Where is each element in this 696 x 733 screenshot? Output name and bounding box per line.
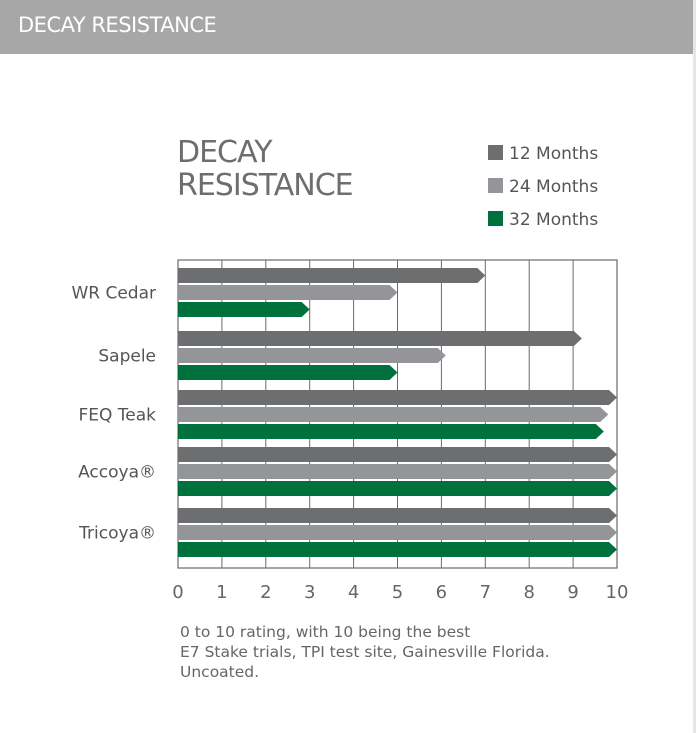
x-tick-label: 6 — [436, 582, 447, 603]
bar — [178, 268, 486, 283]
bar — [178, 331, 582, 346]
bar — [178, 542, 617, 557]
bar — [178, 447, 617, 462]
legend-swatch — [488, 145, 503, 160]
bar — [178, 508, 617, 523]
right-edge-strip — [693, 0, 696, 733]
legend-label: 12 Months — [509, 144, 598, 164]
chart-title-line: DECAY — [177, 135, 273, 170]
bar — [178, 365, 398, 380]
x-tick-label: 10 — [606, 582, 629, 603]
category-label: Sapele — [98, 347, 156, 367]
note-line-3: Uncoated. — [180, 663, 260, 681]
category-label: Accoya® — [78, 463, 156, 483]
x-tick-label: 8 — [523, 582, 534, 603]
category-label: Tricoya® — [78, 524, 156, 544]
x-tick-label: 5 — [392, 582, 403, 603]
bar — [178, 424, 604, 439]
category-labels: WR Cedar Sapele FEQ Teak Accoya® Tricoya® — [71, 284, 156, 544]
x-tick-label: 9 — [567, 582, 578, 603]
bar — [178, 348, 446, 363]
legend-swatch — [488, 211, 503, 226]
chart-notes: 0 to 10 rating, with 10 being the best E… — [180, 622, 550, 682]
note-line-1: 0 to 10 rating, with 10 being the best — [180, 623, 471, 641]
x-tick-label: 2 — [260, 582, 271, 603]
x-tick-label: 4 — [348, 582, 359, 603]
category-label: FEQ Teak — [78, 406, 156, 426]
bar — [178, 285, 398, 300]
x-tick-label: 3 — [304, 582, 315, 603]
header-title: DECAY RESISTANCE — [18, 13, 217, 37]
bar — [178, 407, 609, 422]
bar — [178, 302, 310, 317]
x-tick-label: 1 — [216, 582, 227, 603]
chart-bars — [178, 268, 617, 557]
bar — [178, 390, 617, 405]
x-axis-ticks: 0 1 2 3 4 5 6 7 8 9 10 — [172, 582, 628, 603]
bar — [178, 481, 617, 496]
x-tick-label: 0 — [172, 582, 183, 603]
bar — [178, 464, 617, 479]
chart-legend: 12 Months 24 Months 32 Months — [488, 144, 598, 230]
bar — [178, 525, 617, 540]
chart-title-line: RESISTANCE — [177, 168, 353, 203]
note-line-2: E7 Stake trials, TPI test site, Gainesvi… — [180, 643, 550, 661]
x-tick-label: 7 — [480, 582, 491, 603]
category-label: WR Cedar — [71, 284, 156, 304]
legend-swatch — [488, 178, 503, 193]
header-bar: DECAY RESISTANCE — [0, 0, 693, 54]
legend-label: 24 Months — [509, 177, 598, 197]
legend-label: 32 Months — [509, 210, 598, 230]
